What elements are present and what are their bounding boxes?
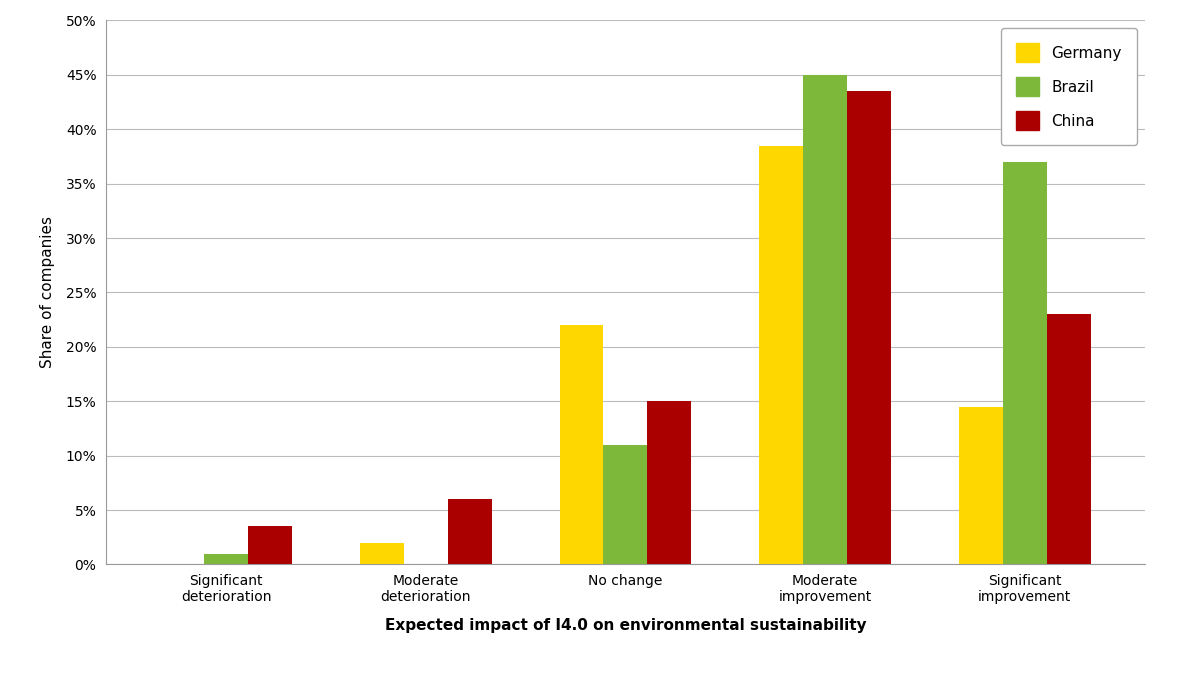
Bar <box>759 146 804 564</box>
Y-axis label: Share of companies: Share of companies <box>40 216 54 369</box>
X-axis label: Expected impact of I4.0 on environmental sustainability: Expected impact of I4.0 on environmental… <box>385 618 866 633</box>
Bar <box>847 91 891 564</box>
Bar <box>804 75 847 564</box>
Bar <box>959 407 1003 564</box>
Bar <box>248 526 291 564</box>
Bar <box>360 543 404 564</box>
Bar <box>1047 314 1090 564</box>
Legend: Germany, Brazil, China: Germany, Brazil, China <box>1001 28 1138 145</box>
Bar <box>447 499 492 564</box>
Bar <box>603 445 648 564</box>
Bar <box>648 401 691 564</box>
Bar <box>559 325 603 564</box>
Bar <box>1003 162 1047 564</box>
Bar <box>204 554 248 564</box>
